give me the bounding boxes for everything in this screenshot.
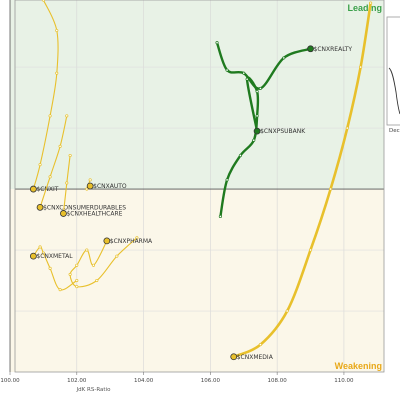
tail-line-cnxit	[32, 0, 59, 190]
tail-point-cnxpharma-6	[85, 248, 89, 252]
head-point-cnxit[interactable]	[29, 185, 37, 193]
mini-chart-frame	[386, 16, 400, 126]
tail-point-cnxconsumerdurables-2	[48, 175, 52, 179]
tail-point-cnxrealty-2	[242, 71, 246, 75]
series-label-cnxauto: $CNXAUTO	[93, 183, 127, 190]
tail-point-cnxconsumerdurables-0	[65, 114, 69, 118]
x-tick-label-5: 110.00	[334, 378, 354, 384]
head-point-cnxauto[interactable]	[86, 182, 94, 190]
tail-point-cnxmedia-5	[285, 309, 289, 313]
tail-point-cnxpharma-3	[75, 285, 79, 289]
tail-point-cnxmetal-2	[48, 266, 52, 270]
x-tick-label-3: 106.00	[201, 378, 221, 384]
x-tick-label-1: 102.00	[67, 378, 87, 384]
tail-point-cnxpharma-1	[115, 254, 119, 258]
tail-point-cnxpsubank-6	[245, 77, 249, 81]
tail-point-cnxauto-1	[85, 187, 89, 191]
tail-cnxhealthcare: $CNXHEALTHCARE	[60, 153, 123, 217]
tail-point-cnxpharma-7	[91, 263, 96, 267]
tail-point-cnxit-2	[55, 71, 59, 75]
weakening-quadrant-label: Weakening	[335, 361, 382, 371]
tail-cnxit: $CNXIT	[29, 0, 59, 193]
tail-point-cnxrealty-1	[225, 68, 229, 72]
series-label-cnxmedia: $CNXMEDIA	[237, 354, 274, 361]
series-label-cnxmetal: $CNXMETAL	[36, 253, 73, 260]
head-point-cnxmetal[interactable]	[29, 252, 37, 260]
series-label-cnxpharma: $CNXPHARMA	[110, 238, 153, 245]
mini-chart-panel: Dec	[386, 16, 400, 134]
tail-point-cnxit-0	[41, 0, 45, 2]
tail-point-cnxhealthcare-0	[68, 153, 72, 158]
tail-point-cnxrealty-0	[215, 41, 219, 45]
tail-point-cnxpharma-0	[135, 236, 139, 240]
head-point-cnxrealty[interactable]	[307, 45, 314, 53]
tail-line-cnxconsumerdurables	[39, 115, 68, 208]
head-point-cnxpsubank[interactable]	[253, 127, 261, 135]
tail-point-cnxit-3	[48, 114, 52, 118]
x-tick-label-2: 104.00	[134, 378, 154, 384]
x-axis-ticks: 100.00 102.00 104.00 106.00 108.00 110.00	[0, 372, 354, 384]
gridlines	[9, 0, 384, 372]
tail-point-cnxauto-0	[88, 178, 92, 182]
tail-cnxpharma: $CNXPHARMA	[68, 236, 153, 289]
tail-point-cnxpharma-4	[68, 272, 72, 276]
tail-cnxmedia: $CNXMEDIA	[230, 1, 373, 361]
tail-point-cnxit-1	[55, 28, 59, 33]
rotation-tails: $CNXREALTY $CNXPSUBANK $CNXMEDIA $CNXIT $CNX…	[29, 0, 373, 361]
leading-quadrant-label: Leading	[347, 3, 382, 13]
tail-cnxauto: $CNXAUTO	[85, 178, 127, 191]
tail-point-cnxmetal-3	[41, 251, 45, 255]
tail-cnxmetal: $CNXMETAL	[29, 245, 79, 292]
tail-point-cnxmetal-0	[75, 278, 79, 283]
tail-point-cnxmedia-3	[329, 187, 333, 191]
tail-point-cnxconsumerdurables-1	[58, 144, 62, 148]
mini-chart-line	[388, 67, 400, 115]
tail-point-cnxmedia-4	[308, 248, 313, 252]
tail-point-cnxmedia-0	[369, 1, 373, 5]
tail-cnxconsumerdurables: $CNXCONSUMERDURABLES	[36, 114, 126, 211]
tail-cnxpsubank: $CNXPSUBANK	[218, 76, 306, 219]
leading-quadrant	[10, 0, 384, 190]
tail-point-cnxrealty-4	[282, 56, 286, 60]
head-point-cnxconsumerdurables[interactable]	[36, 203, 44, 211]
tail-point-cnxmedia-1	[359, 65, 363, 69]
tail-point-cnxhealthcare-1	[65, 181, 69, 185]
tail-point-cnxpsubank-3	[252, 138, 256, 142]
tail-point-cnxrealty-3	[258, 86, 263, 90]
series-label-cnxconsumerdurables: $CNXCONSUMERDURABLES	[43, 204, 126, 211]
tail-point-cnxpsubank-1	[225, 178, 229, 182]
series-label-cnxhealthcare: $CNXHEALTHCARE	[66, 210, 122, 217]
tail-point-cnxmedia-2	[345, 126, 349, 130]
tail-point-cnxpsubank-0	[218, 214, 222, 219]
tail-point-cnxpsubank-5	[255, 89, 259, 94]
tail-point-cnxmetal-1	[58, 288, 62, 292]
tail-point-cnxmetal-4	[38, 245, 42, 249]
x-tick-label-4: 108.00	[268, 378, 288, 384]
tail-point-cnxpharma-2	[95, 278, 99, 283]
series-label-cnxpsubank: $CNXPSUBANK	[260, 128, 306, 135]
tail-point-cnxpsubank-2	[238, 153, 242, 158]
x-axis-title: JdK RS-Ratio	[76, 387, 112, 393]
tail-point-cnxpharma-5	[75, 263, 79, 267]
x-tick-label-0: 100.00	[0, 378, 20, 384]
plot-frame	[14, 0, 385, 373]
series-label-cnxit: $CNXIT	[36, 186, 58, 193]
head-point-cnxpharma[interactable]	[103, 237, 111, 245]
tail-point-cnxmedia-6	[258, 343, 263, 347]
tail-point-cnxpsubank-4	[255, 114, 259, 118]
mini-chart-date-label: Dec	[389, 128, 400, 134]
head-point-cnxhealthcare[interactable]	[60, 210, 67, 217]
head-point-cnxmedia[interactable]	[230, 353, 238, 361]
series-label-cnxrealty: $CNXREALTY	[314, 46, 353, 53]
tail-point-cnxit-4	[38, 163, 42, 167]
